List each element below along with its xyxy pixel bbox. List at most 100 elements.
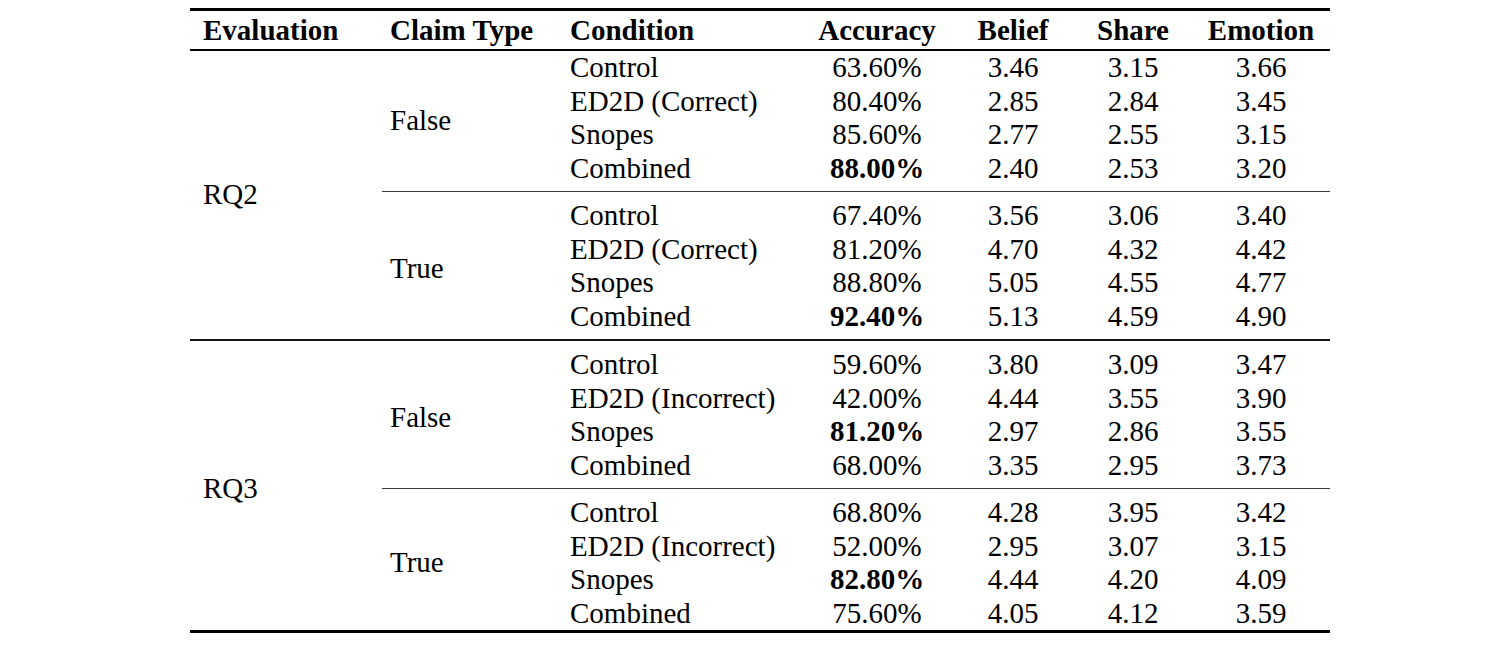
accuracy-cell: 88.00% [802, 152, 952, 192]
share-cell: 3.07 [1074, 530, 1192, 564]
belief-cell: 4.28 [952, 489, 1074, 530]
condition-cell: Control [562, 192, 802, 233]
condition-cell: ED2D (Correct) [562, 85, 802, 119]
claim-type-cell: False [382, 50, 562, 192]
belief-cell: 3.35 [952, 449, 1074, 489]
accuracy-cell: 81.20% [802, 233, 952, 267]
belief-cell: 2.77 [952, 118, 1074, 152]
condition-cell: Snopes [562, 118, 802, 152]
emotion-cell: 4.09 [1192, 563, 1330, 597]
condition-cell: Control [562, 489, 802, 530]
emotion-cell: 3.45 [1192, 85, 1330, 119]
share-cell: 4.59 [1074, 300, 1192, 341]
accuracy-cell: 81.20% [802, 415, 952, 449]
column-header-claim-type: Claim Type [382, 10, 562, 51]
column-header-evaluation: Evaluation [190, 10, 382, 51]
accuracy-cell: 85.60% [802, 118, 952, 152]
belief-cell: 5.05 [952, 266, 1074, 300]
accuracy-cell: 88.80% [802, 266, 952, 300]
share-cell: 3.15 [1074, 50, 1192, 85]
belief-cell: 3.56 [952, 192, 1074, 233]
share-cell: 2.86 [1074, 415, 1192, 449]
emotion-cell: 3.66 [1192, 50, 1330, 85]
share-cell: 3.55 [1074, 382, 1192, 416]
belief-cell: 4.70 [952, 233, 1074, 267]
accuracy-cell: 92.40% [802, 300, 952, 341]
results-table-body: RQ2FalseControl63.60%3.463.153.66ED2D (C… [190, 50, 1330, 632]
evaluation-cell: RQ3 [190, 340, 382, 632]
emotion-cell: 4.90 [1192, 300, 1330, 341]
claim-type-cell: True [382, 192, 562, 341]
emotion-cell: 3.55 [1192, 415, 1330, 449]
column-header-emotion: Emotion [1192, 10, 1330, 51]
emotion-cell: 3.42 [1192, 489, 1330, 530]
results-table: Evaluation Claim Type Condition Accuracy… [190, 8, 1330, 633]
belief-cell: 4.44 [952, 382, 1074, 416]
accuracy-cell: 59.60% [802, 340, 952, 382]
belief-cell: 5.13 [952, 300, 1074, 341]
table-row: RQ3FalseControl59.60%3.803.093.47 [190, 340, 1330, 382]
share-cell: 4.20 [1074, 563, 1192, 597]
condition-cell: ED2D (Incorrect) [562, 530, 802, 564]
share-cell: 4.55 [1074, 266, 1192, 300]
evaluation-cell: RQ2 [190, 50, 382, 340]
accuracy-cell: 82.80% [802, 563, 952, 597]
accuracy-cell: 80.40% [802, 85, 952, 119]
condition-cell: Snopes [562, 266, 802, 300]
share-cell: 2.84 [1074, 85, 1192, 119]
accuracy-cell: 75.60% [802, 597, 952, 632]
emotion-cell: 3.15 [1192, 530, 1330, 564]
condition-cell: ED2D (Incorrect) [562, 382, 802, 416]
belief-cell: 2.40 [952, 152, 1074, 192]
emotion-cell: 3.47 [1192, 340, 1330, 382]
share-cell: 2.55 [1074, 118, 1192, 152]
condition-cell: Combined [562, 449, 802, 489]
accuracy-cell: 63.60% [802, 50, 952, 85]
emotion-cell: 4.77 [1192, 266, 1330, 300]
share-cell: 2.95 [1074, 449, 1192, 489]
accuracy-cell: 67.40% [802, 192, 952, 233]
accuracy-cell: 68.00% [802, 449, 952, 489]
emotion-cell: 3.15 [1192, 118, 1330, 152]
condition-cell: Combined [562, 152, 802, 192]
page: Evaluation Claim Type Condition Accuracy… [0, 0, 1512, 664]
emotion-cell: 3.73 [1192, 449, 1330, 489]
emotion-cell: 3.90 [1192, 382, 1330, 416]
share-cell: 4.12 [1074, 597, 1192, 632]
belief-cell: 4.44 [952, 563, 1074, 597]
belief-cell: 2.85 [952, 85, 1074, 119]
emotion-cell: 4.42 [1192, 233, 1330, 267]
claim-type-cell: False [382, 340, 562, 489]
column-header-condition: Condition [562, 10, 802, 51]
accuracy-cell: 52.00% [802, 530, 952, 564]
share-cell: 3.09 [1074, 340, 1192, 382]
table-row: RQ2FalseControl63.60%3.463.153.66 [190, 50, 1330, 85]
accuracy-cell: 68.80% [802, 489, 952, 530]
condition-cell: Control [562, 50, 802, 85]
share-cell: 3.06 [1074, 192, 1192, 233]
table-header: Evaluation Claim Type Condition Accuracy… [190, 10, 1330, 51]
belief-cell: 3.46 [952, 50, 1074, 85]
condition-cell: Combined [562, 300, 802, 341]
column-header-share: Share [1074, 10, 1192, 51]
condition-cell: Snopes [562, 415, 802, 449]
column-header-accuracy: Accuracy [802, 10, 952, 51]
accuracy-cell: 42.00% [802, 382, 952, 416]
claim-type-cell: True [382, 489, 562, 632]
emotion-cell: 3.59 [1192, 597, 1330, 632]
belief-cell: 2.95 [952, 530, 1074, 564]
condition-cell: ED2D (Correct) [562, 233, 802, 267]
emotion-cell: 3.20 [1192, 152, 1330, 192]
condition-cell: Combined [562, 597, 802, 632]
share-cell: 3.95 [1074, 489, 1192, 530]
condition-cell: Snopes [562, 563, 802, 597]
share-cell: 4.32 [1074, 233, 1192, 267]
belief-cell: 3.80 [952, 340, 1074, 382]
belief-cell: 2.97 [952, 415, 1074, 449]
share-cell: 2.53 [1074, 152, 1192, 192]
belief-cell: 4.05 [952, 597, 1074, 632]
emotion-cell: 3.40 [1192, 192, 1330, 233]
header-row: Evaluation Claim Type Condition Accuracy… [190, 10, 1330, 51]
column-header-belief: Belief [952, 10, 1074, 51]
condition-cell: Control [562, 340, 802, 382]
